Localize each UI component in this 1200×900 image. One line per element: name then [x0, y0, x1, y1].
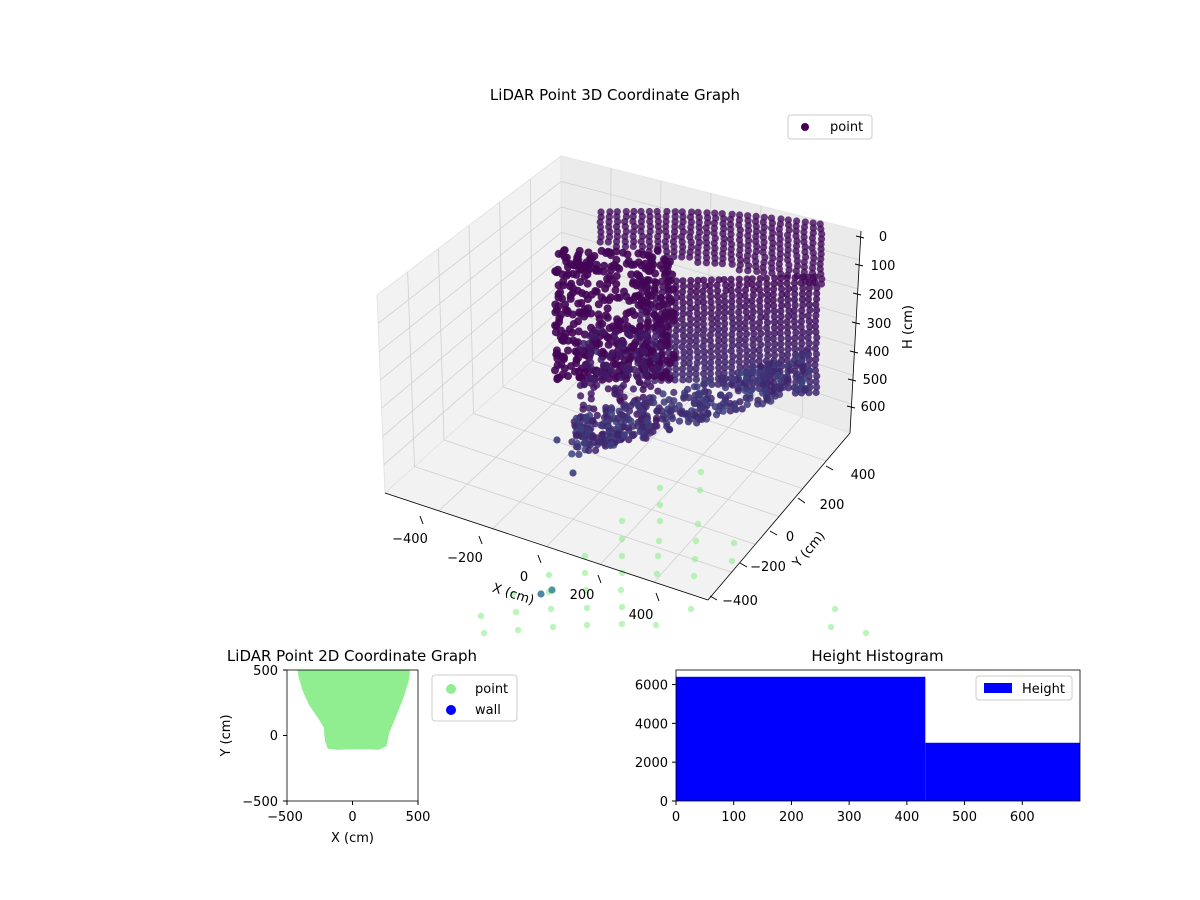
- x-tick-label: 400: [894, 810, 919, 825]
- x-tick-label: 600: [1010, 810, 1035, 825]
- y-tick-label: 200: [820, 498, 845, 513]
- legend-3d-marker: [801, 123, 809, 131]
- histogram-bars: [676, 676, 1080, 801]
- histogram-legend-swatch: [984, 683, 1012, 693]
- y-ticks-2d: 500 0 −500 Y (cm): [219, 664, 287, 810]
- legend-2d-point-marker: [446, 684, 456, 694]
- x-tick-label: 500: [406, 810, 431, 825]
- x-ticks-2d: −500 0 500 X (cm): [267, 801, 430, 846]
- z-tick-label: 100: [871, 259, 896, 274]
- x-tick-label: −200: [447, 551, 483, 566]
- legend-3d: point: [787, 114, 873, 140]
- legend-3d-box: [787, 114, 873, 140]
- z-tick-label: 600: [861, 400, 886, 415]
- x-axis-label-2d: X (cm): [331, 831, 374, 846]
- legend-3d-label: point: [830, 120, 863, 135]
- scatter-2d-point-region: [297, 670, 411, 750]
- x-tick-label: 400: [629, 608, 654, 623]
- y-axis-label-2d: Y (cm): [219, 714, 234, 757]
- plot-2d-title: LiDAR Point 2D Coordinate Graph: [227, 647, 477, 665]
- y-tick-label: 400: [851, 468, 876, 483]
- y-tick-label: −200: [750, 560, 786, 575]
- plot-3d-title: LiDAR Point 3D Coordinate Graph: [490, 86, 740, 104]
- z-tick-label: 400: [865, 345, 890, 360]
- histogram-title: Height Histogram: [811, 647, 943, 665]
- x-tick-label: 100: [721, 810, 746, 825]
- histogram-y-ticks: 0 2000 4000 6000: [635, 679, 676, 810]
- legend-2d-point-label: point: [475, 682, 508, 697]
- y-tick-label: 6000: [635, 679, 668, 694]
- histogram-frame: [675, 669, 1081, 802]
- y-tick-label: 500: [253, 664, 278, 679]
- x-axis-label-3d: X (cm): [490, 581, 536, 609]
- histogram-legend-box: [975, 675, 1073, 701]
- plot-histogram: Height Histogram 0 100 200 300 400 500 600 0 20…: [635, 647, 1081, 825]
- x-tick-label: 0: [520, 570, 528, 585]
- x-tick-label: 200: [779, 810, 804, 825]
- plot-3d: LiDAR Point 3D Coordinate Graph −400 −20…: [376, 86, 916, 637]
- y-axis-label-3d: Y (cm): [789, 529, 828, 572]
- y-tick-label: 0: [660, 795, 668, 810]
- y-tick-label: 2000: [635, 756, 668, 771]
- x-tick-label: 0: [348, 810, 356, 825]
- legend-2d-wall-marker: [446, 705, 456, 715]
- point-cloud: [477, 207, 870, 637]
- histogram-bar: [925, 742, 1080, 801]
- z-tick-label: 300: [867, 317, 892, 332]
- z-ticks-3d: 0 100 200 300 400 500 600 H (cm): [846, 230, 916, 415]
- x-tick-label: 300: [837, 810, 862, 825]
- legend-2d: point wall: [431, 674, 518, 722]
- y-tick-label: 0: [270, 729, 278, 744]
- plot-2d: LiDAR Point 2D Coordinate Graph −500 0 5…: [219, 647, 518, 846]
- y-tick-label: 4000: [635, 717, 668, 732]
- x-tick-label: 500: [952, 810, 977, 825]
- x-axis-line: [384, 492, 709, 601]
- z-axis-label-3d: H (cm): [901, 305, 916, 349]
- y-tick-label: −400: [722, 594, 758, 609]
- histogram-x-ticks: 0 100 200 300 400 500 600: [672, 801, 1035, 825]
- z-tick-label: 200: [869, 288, 894, 303]
- x-tick-label: 200: [570, 588, 595, 603]
- histogram-legend-label: Height: [1022, 682, 1065, 697]
- y-axis-line: [707, 432, 851, 601]
- y-tick-label: −500: [242, 795, 278, 810]
- histogram-bar: [676, 676, 926, 801]
- x-tick-label: 0: [672, 810, 680, 825]
- histogram-legend: Height: [975, 675, 1073, 701]
- y-tick-label: 0: [786, 530, 794, 545]
- z-tick-label: 0: [879, 230, 887, 245]
- z-tick-label: 500: [863, 373, 888, 388]
- x-tick-label: −500: [267, 810, 303, 825]
- x-tick-label: −400: [392, 532, 428, 547]
- legend-2d-wall-label: wall: [475, 703, 501, 718]
